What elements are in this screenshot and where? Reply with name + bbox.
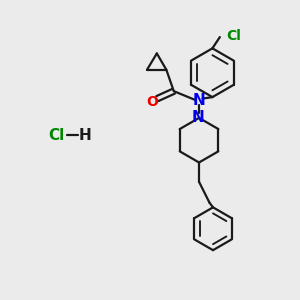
Text: Cl: Cl: [226, 28, 241, 43]
Text: Cl: Cl: [48, 128, 64, 142]
Text: N: N: [192, 110, 205, 125]
Text: H: H: [79, 128, 92, 142]
Text: O: O: [146, 94, 158, 109]
Text: N: N: [193, 93, 206, 108]
